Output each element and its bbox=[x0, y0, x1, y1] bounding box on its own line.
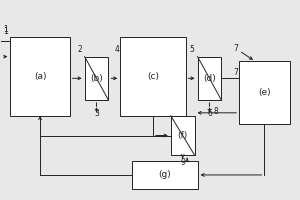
Text: (e): (e) bbox=[258, 88, 271, 97]
Text: 6: 6 bbox=[207, 109, 212, 118]
Bar bbox=[10, 37, 70, 116]
Text: 5: 5 bbox=[189, 45, 194, 54]
Bar bbox=[85, 57, 108, 100]
Bar bbox=[239, 61, 290, 124]
Text: (d): (d) bbox=[203, 74, 216, 83]
Text: 2: 2 bbox=[78, 45, 82, 54]
Text: (g): (g) bbox=[158, 170, 171, 179]
Bar bbox=[198, 57, 221, 100]
Text: (a): (a) bbox=[34, 72, 46, 81]
Bar bbox=[132, 161, 198, 189]
Bar bbox=[171, 116, 195, 155]
Text: 7: 7 bbox=[234, 68, 239, 77]
Text: 9: 9 bbox=[180, 158, 185, 167]
Text: 4: 4 bbox=[115, 45, 120, 54]
Text: (b): (b) bbox=[90, 74, 103, 83]
Text: (f): (f) bbox=[178, 131, 188, 140]
Bar bbox=[120, 37, 186, 116]
Text: 3: 3 bbox=[94, 109, 99, 118]
Text: 1: 1 bbox=[4, 25, 8, 34]
Text: 1: 1 bbox=[3, 27, 8, 36]
Text: 8: 8 bbox=[213, 107, 218, 116]
Text: 7: 7 bbox=[234, 44, 239, 53]
Text: (c): (c) bbox=[147, 72, 159, 81]
